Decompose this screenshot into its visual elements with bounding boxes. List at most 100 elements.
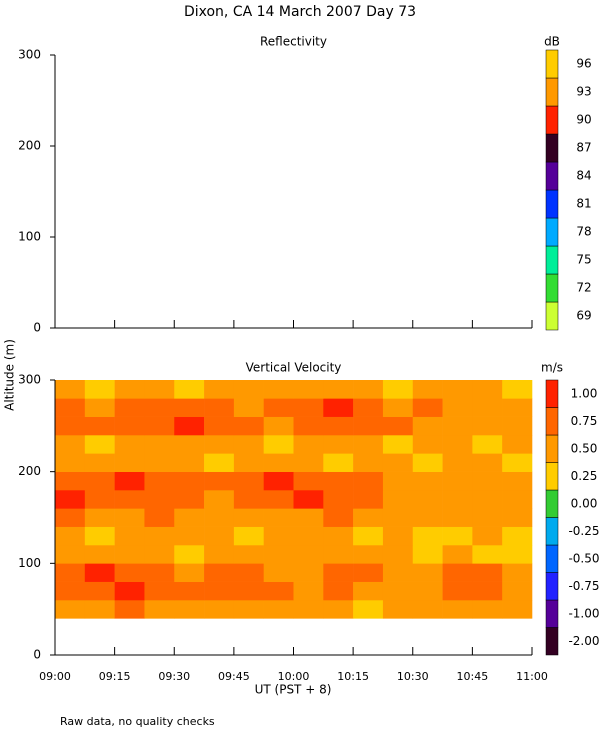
heat-cell <box>353 416 384 436</box>
heat-cell <box>382 526 414 546</box>
heat-cell <box>174 581 205 601</box>
heat-cell <box>442 508 473 527</box>
colorbar-label: 78 <box>576 225 591 239</box>
heat-cell <box>84 600 115 619</box>
heat-cell <box>293 563 324 582</box>
x-tick-label: 09:30 <box>158 670 190 683</box>
heat-cell <box>353 398 384 417</box>
heat-cell <box>144 600 175 619</box>
heat-cell <box>144 398 175 417</box>
heat-cell <box>204 471 235 491</box>
heat-cell <box>293 526 324 546</box>
heat-cell <box>353 435 384 454</box>
colorbar-box <box>545 572 559 601</box>
heat-cell <box>204 398 235 417</box>
colorbar-box <box>545 273 559 303</box>
heat-cell <box>412 471 443 491</box>
heat-cell <box>114 416 145 436</box>
heat-cell <box>263 380 294 399</box>
heat-cell <box>323 435 354 454</box>
heat-cell <box>293 416 324 436</box>
heat-cell <box>472 526 503 546</box>
heat-cell <box>84 435 115 454</box>
heat-cell <box>174 508 205 527</box>
colorbar-label: 81 <box>576 197 591 211</box>
heat-cell <box>472 435 503 454</box>
heat-cell <box>353 600 384 619</box>
heat-cell <box>204 435 235 454</box>
heat-cell <box>55 416 86 436</box>
heat-cell <box>502 581 533 601</box>
colorbar-label: 93 <box>576 85 591 99</box>
heat-cell <box>353 471 384 491</box>
heat-cell <box>472 416 503 436</box>
heat-cell <box>472 471 503 491</box>
heat-cell <box>233 526 264 546</box>
y-tick-label: 200 <box>18 139 41 153</box>
heat-cell <box>472 508 503 527</box>
heat-cell <box>323 490 354 509</box>
colorbar-label: 1.00 <box>571 386 598 400</box>
heat-cell <box>174 526 205 546</box>
heat-cell <box>293 453 324 472</box>
heat-cell <box>323 600 354 619</box>
heat-cell <box>55 508 86 527</box>
colorbar-box <box>545 133 559 163</box>
y-tick-label: 300 <box>18 48 41 62</box>
heat-cell <box>233 471 264 491</box>
heat-cell <box>353 563 384 582</box>
heat-cell <box>204 490 235 509</box>
colorbar-label: 69 <box>576 309 591 323</box>
heat-cell <box>263 526 294 546</box>
heat-cell <box>174 398 205 417</box>
heat-cell <box>233 453 264 472</box>
heat-cell <box>382 435 414 454</box>
heat-cell <box>174 453 205 472</box>
colorbar-label: 0.50 <box>571 441 598 455</box>
heat-cell <box>502 508 533 527</box>
heat-cell <box>84 416 115 436</box>
colorbar-box <box>545 462 559 491</box>
x-tick-label: 10:45 <box>457 670 489 683</box>
heat-cell <box>293 398 324 417</box>
x-tick-label: 09:00 <box>39 670 71 683</box>
heat-cell <box>442 563 473 582</box>
heat-cell <box>144 435 175 454</box>
heat-cell <box>55 453 86 472</box>
colorbar-label: -0.75 <box>568 579 599 593</box>
heat-cell <box>84 380 115 399</box>
heat-cell <box>323 380 354 399</box>
heat-cell <box>323 545 354 564</box>
heat-cell <box>144 380 175 399</box>
colorbar-box <box>545 49 559 79</box>
heat-cell <box>84 490 115 509</box>
heat-cell <box>144 453 175 472</box>
heat-cell <box>412 600 443 619</box>
colorbar-box <box>545 434 559 463</box>
heat-cell <box>502 471 533 491</box>
heat-cell <box>502 435 533 454</box>
colorbar-box <box>545 217 559 247</box>
heat-cell <box>114 453 145 472</box>
heat-cell <box>233 600 264 619</box>
heat-cell <box>144 490 175 509</box>
heat-cell <box>472 398 503 417</box>
heat-cell <box>353 508 384 527</box>
colorbar-label: 0.00 <box>571 496 598 510</box>
heat-cell <box>204 453 235 472</box>
heat-cell <box>412 508 443 527</box>
colorbar-unit: m/s <box>541 361 563 375</box>
colorbar-box <box>545 627 559 656</box>
heat-cell <box>114 545 145 564</box>
heat-cell <box>472 453 503 472</box>
colorbar-box <box>545 105 559 135</box>
heat-cell <box>293 490 324 509</box>
colorbar-label: 0.75 <box>571 414 598 428</box>
heat-cell <box>55 398 86 417</box>
colorbar-box <box>545 245 559 275</box>
heat-cell <box>323 416 354 436</box>
colorbar-label: -0.50 <box>568 551 599 565</box>
heat-cell <box>84 471 115 491</box>
heat-cell <box>442 526 473 546</box>
heat-cell <box>382 398 414 417</box>
